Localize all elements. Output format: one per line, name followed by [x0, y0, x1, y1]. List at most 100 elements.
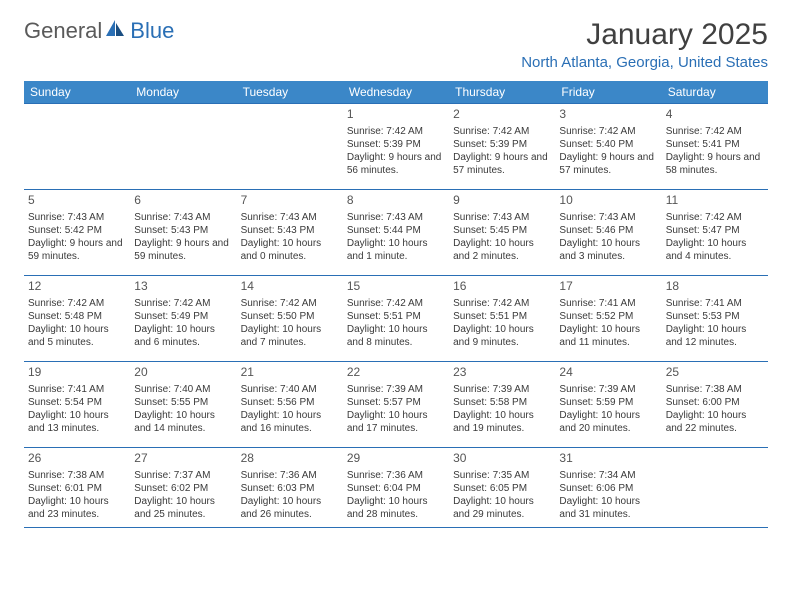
daylight-line: Daylight: 10 hours and 25 minutes.: [134, 495, 232, 521]
daylight-line: Daylight: 9 hours and 58 minutes.: [666, 151, 764, 177]
sunset-line: Sunset: 5:54 PM: [28, 396, 126, 409]
daylight-line: Daylight: 10 hours and 9 minutes.: [453, 323, 551, 349]
brand-word-1: General: [24, 18, 102, 44]
daylight-line: Daylight: 10 hours and 1 minute.: [347, 237, 445, 263]
sunrise-line: Sunrise: 7:43 AM: [347, 211, 445, 224]
day-number: 27: [134, 451, 232, 467]
daylight-line: Daylight: 10 hours and 11 minutes.: [559, 323, 657, 349]
sunrise-line: Sunrise: 7:41 AM: [559, 297, 657, 310]
day-number: 14: [241, 279, 339, 295]
sunset-line: Sunset: 5:55 PM: [134, 396, 232, 409]
sunset-line: Sunset: 5:57 PM: [347, 396, 445, 409]
sunset-line: Sunset: 5:56 PM: [241, 396, 339, 409]
sunset-line: Sunset: 5:39 PM: [347, 138, 445, 151]
sunrise-line: Sunrise: 7:40 AM: [134, 383, 232, 396]
day-number: 17: [559, 279, 657, 295]
daylight-line: Daylight: 10 hours and 3 minutes.: [559, 237, 657, 263]
calendar-day-cell: 29Sunrise: 7:36 AMSunset: 6:04 PMDayligh…: [343, 448, 449, 528]
sunrise-line: Sunrise: 7:42 AM: [347, 125, 445, 138]
day-number: 18: [666, 279, 764, 295]
daylight-line: Daylight: 10 hours and 20 minutes.: [559, 409, 657, 435]
daylight-line: Daylight: 10 hours and 14 minutes.: [134, 409, 232, 435]
calendar-week-row: 26Sunrise: 7:38 AMSunset: 6:01 PMDayligh…: [24, 448, 768, 528]
sunset-line: Sunset: 5:52 PM: [559, 310, 657, 323]
day-number: 24: [559, 365, 657, 381]
daylight-line: Daylight: 9 hours and 57 minutes.: [453, 151, 551, 177]
sunrise-line: Sunrise: 7:39 AM: [559, 383, 657, 396]
daylight-line: Daylight: 9 hours and 59 minutes.: [134, 237, 232, 263]
calendar-day-cell: [662, 448, 768, 528]
sunset-line: Sunset: 5:50 PM: [241, 310, 339, 323]
sunset-line: Sunset: 5:51 PM: [347, 310, 445, 323]
calendar-week-row: 19Sunrise: 7:41 AMSunset: 5:54 PMDayligh…: [24, 362, 768, 448]
day-number: 2: [453, 107, 551, 123]
daylight-line: Daylight: 10 hours and 28 minutes.: [347, 495, 445, 521]
sunrise-line: Sunrise: 7:36 AM: [241, 469, 339, 482]
sunrise-line: Sunrise: 7:42 AM: [559, 125, 657, 138]
sunrise-line: Sunrise: 7:42 AM: [666, 211, 764, 224]
sunset-line: Sunset: 6:05 PM: [453, 482, 551, 495]
calendar-day-cell: 24 Sunrise: 7:39 AMSunset: 5:59 PMDayligh…: [555, 362, 661, 448]
sunrise-line: Sunrise: 7:41 AM: [28, 383, 126, 396]
day-number: 4: [666, 107, 764, 123]
calendar-day-cell: 11Sunrise: 7:42 AMSunset: 5:47 PMDayligh…: [662, 190, 768, 276]
sunrise-line: Sunrise: 7:36 AM: [347, 469, 445, 482]
day-number: 11: [666, 193, 764, 209]
sunset-line: Sunset: 6:02 PM: [134, 482, 232, 495]
brand-word-2: Blue: [130, 18, 174, 44]
calendar-day-cell: 8Sunrise: 7:43 AMSunset: 5:44 PMDaylight…: [343, 190, 449, 276]
day-number: 3: [559, 107, 657, 123]
sunrise-line: Sunrise: 7:42 AM: [666, 125, 764, 138]
sunrise-line: Sunrise: 7:34 AM: [559, 469, 657, 482]
daylight-line: Daylight: 10 hours and 5 minutes.: [28, 323, 126, 349]
calendar-day-cell: 25Sunrise: 7:38 AMSunset: 6:00 PMDayligh…: [662, 362, 768, 448]
daylight-line: Daylight: 10 hours and 22 minutes.: [666, 409, 764, 435]
sunrise-line: Sunrise: 7:41 AM: [666, 297, 764, 310]
daylight-line: Daylight: 9 hours and 56 minutes.: [347, 151, 445, 177]
day-number: 6: [134, 193, 232, 209]
calendar-day-cell: 10Sunrise: 7:43 AMSunset: 5:46 PMDayligh…: [555, 190, 661, 276]
day-number: 23: [453, 365, 551, 381]
sunset-line: Sunset: 6:00 PM: [666, 396, 764, 409]
calendar-day-cell: 2Sunrise: 7:42 AMSunset: 5:39 PMDaylight…: [449, 104, 555, 190]
sunrise-line: Sunrise: 7:40 AM: [241, 383, 339, 396]
calendar-day-cell: [24, 104, 130, 190]
calendar-day-cell: 23Sunrise: 7:39 AMSunset: 5:58 PMDayligh…: [449, 362, 555, 448]
day-number: 29: [347, 451, 445, 467]
sunset-line: Sunset: 5:45 PM: [453, 224, 551, 237]
day-number: 22: [347, 365, 445, 381]
sunrise-line: Sunrise: 7:42 AM: [453, 125, 551, 138]
day-number: 16: [453, 279, 551, 295]
title-block: January 2025 North Atlanta, Georgia, Uni…: [521, 18, 768, 71]
calendar-day-cell: 26Sunrise: 7:38 AMSunset: 6:01 PMDayligh…: [24, 448, 130, 528]
day-header: Wednesday: [343, 81, 449, 104]
calendar-day-cell: 19Sunrise: 7:41 AMSunset: 5:54 PMDayligh…: [24, 362, 130, 448]
calendar-day-cell: 9Sunrise: 7:43 AMSunset: 5:45 PMDaylight…: [449, 190, 555, 276]
day-number: 15: [347, 279, 445, 295]
day-number: 13: [134, 279, 232, 295]
day-number: 20: [134, 365, 232, 381]
calendar-day-cell: 21Sunrise: 7:40 AMSunset: 5:56 PMDayligh…: [237, 362, 343, 448]
sunrise-line: Sunrise: 7:42 AM: [453, 297, 551, 310]
sunset-line: Sunset: 5:59 PM: [559, 396, 657, 409]
sunset-line: Sunset: 5:43 PM: [241, 224, 339, 237]
sunrise-line: Sunrise: 7:42 AM: [241, 297, 339, 310]
daylight-line: Daylight: 10 hours and 6 minutes.: [134, 323, 232, 349]
calendar-day-cell: 16Sunrise: 7:42 AMSunset: 5:51 PMDayligh…: [449, 276, 555, 362]
sunrise-line: Sunrise: 7:43 AM: [559, 211, 657, 224]
sunrise-line: Sunrise: 7:43 AM: [28, 211, 126, 224]
sunrise-line: Sunrise: 7:35 AM: [453, 469, 551, 482]
sunset-line: Sunset: 5:40 PM: [559, 138, 657, 151]
sunset-line: Sunset: 5:43 PM: [134, 224, 232, 237]
daylight-line: Daylight: 10 hours and 26 minutes.: [241, 495, 339, 521]
day-number: 25: [666, 365, 764, 381]
sunrise-line: Sunrise: 7:38 AM: [28, 469, 126, 482]
day-number: 7: [241, 193, 339, 209]
sunrise-line: Sunrise: 7:42 AM: [134, 297, 232, 310]
day-header: Monday: [130, 81, 236, 104]
calendar-day-cell: 17 Sunrise: 7:41 AMSunset: 5:52 PMDayligh…: [555, 276, 661, 362]
sunset-line: Sunset: 5:49 PM: [134, 310, 232, 323]
daylight-line: Daylight: 10 hours and 4 minutes.: [666, 237, 764, 263]
sunset-line: Sunset: 5:58 PM: [453, 396, 551, 409]
sunset-line: Sunset: 5:44 PM: [347, 224, 445, 237]
